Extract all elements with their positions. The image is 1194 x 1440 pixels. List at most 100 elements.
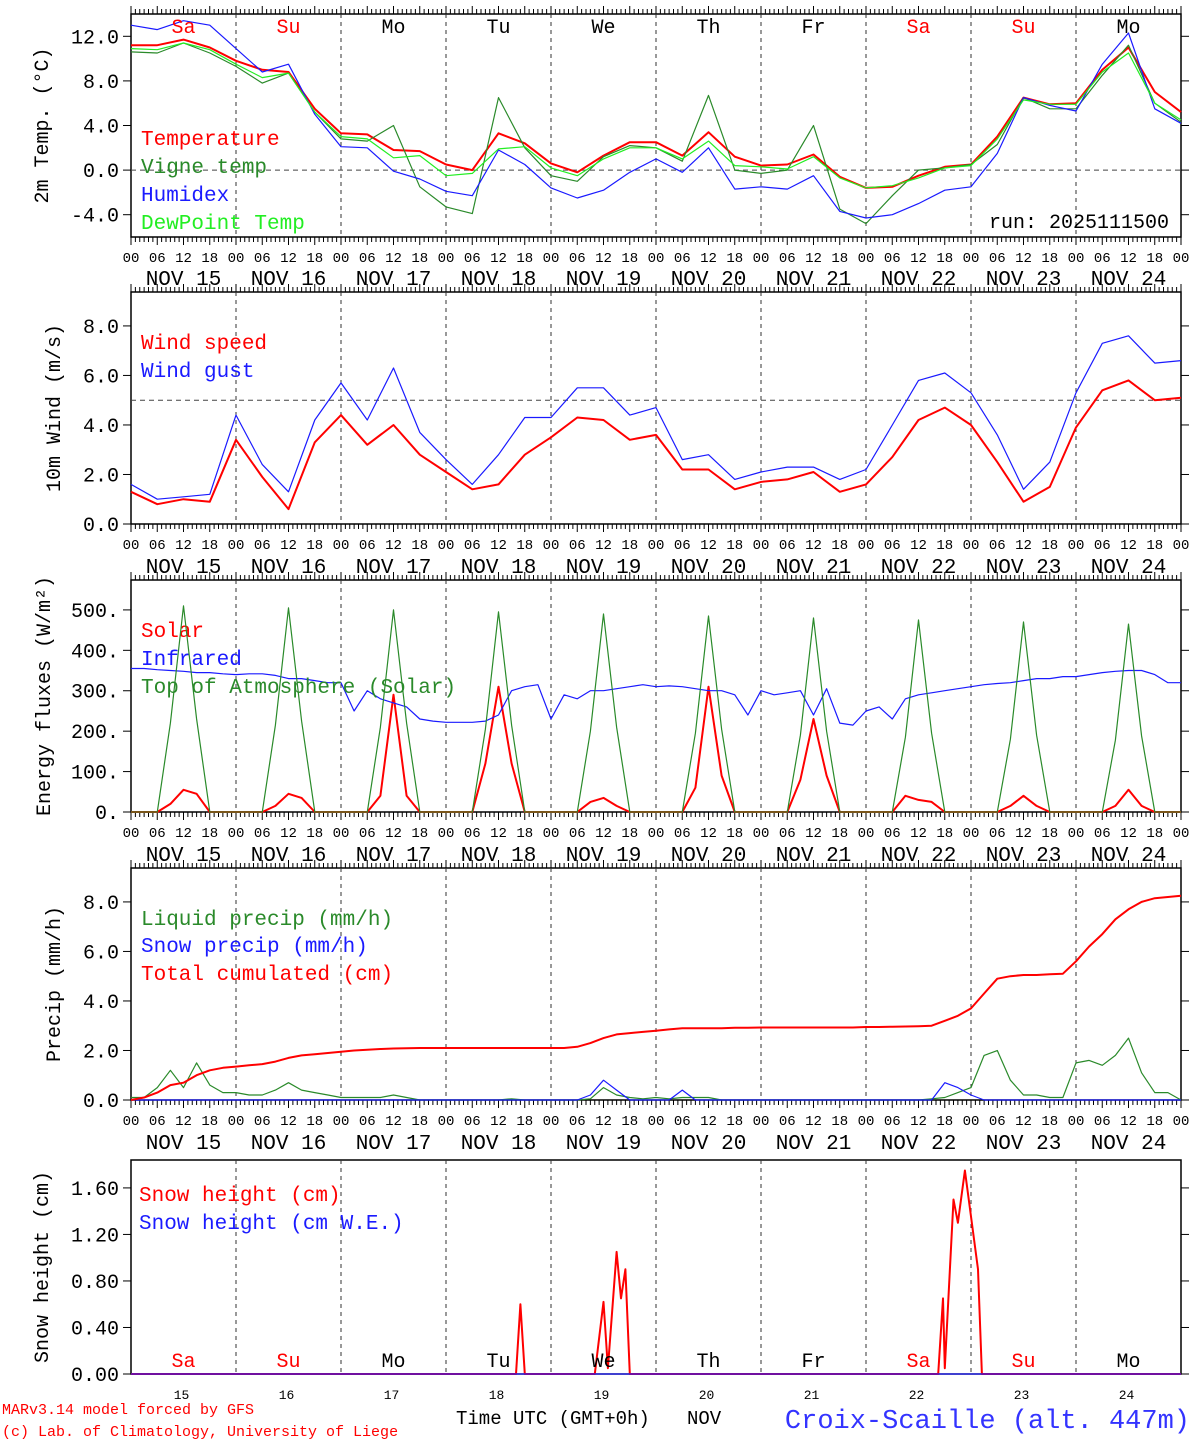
x-hour-label: 18 (621, 1114, 638, 1130)
x-date-label: NOV 17 (356, 557, 432, 580)
x-hour-label: 00 (858, 251, 875, 267)
x-hour-label: 06 (464, 1114, 481, 1130)
x-hour-label: 12 (1015, 251, 1032, 267)
x-hour-label: 12 (595, 1114, 612, 1130)
x-date-label: NOV 15 (146, 269, 222, 292)
x-hour-label: 00 (333, 538, 350, 554)
x-date-label: NOV 21 (776, 845, 852, 868)
x-hour-label: 12 (910, 1114, 927, 1130)
y-tick-label: 0.40 (71, 1318, 119, 1341)
x-hour-label: 12 (385, 826, 402, 842)
x-hour-label: 18 (201, 538, 218, 554)
x-hour-label: 12 (1120, 538, 1137, 554)
x-hour-label: 06 (254, 1114, 271, 1130)
x-date-label: NOV 23 (986, 1133, 1062, 1156)
x-hour-label: 00 (123, 251, 140, 267)
x-hour-label: 12 (805, 826, 822, 842)
x-hour-label: 12 (1015, 538, 1032, 554)
x-hour-label: 00 (858, 538, 875, 554)
x-hour-label: 00 (648, 251, 665, 267)
legend-entry: Temperature (141, 129, 280, 152)
y-tick-label: 0.00 (71, 1365, 119, 1388)
x-date-label: NOV 20 (671, 557, 747, 580)
weekday-label: We (591, 17, 615, 40)
y-tick-label: 2.0 (83, 465, 119, 488)
x-hour-label: 12 (700, 538, 717, 554)
y-tick-label: 12.0 (71, 27, 119, 50)
x-hour-label: 06 (884, 251, 901, 267)
x-hour-label: 06 (359, 538, 376, 554)
weekday-label: Mo (381, 17, 405, 40)
x-day-number: 16 (279, 1388, 295, 1403)
x-hour-label: 12 (280, 1114, 297, 1130)
x-date-label: NOV 18 (461, 557, 537, 580)
x-hour-label: 00 (543, 1114, 560, 1130)
legend-entry: Total cumulated (cm) (141, 964, 393, 987)
y-tick-label: 200. (71, 722, 119, 745)
x-hour-label: 18 (621, 538, 638, 554)
model-credit: MARv3.14 model forced by GFS (2, 1402, 254, 1419)
x-day-number: 19 (594, 1388, 610, 1403)
x-day-number: 24 (1119, 1388, 1135, 1403)
x-day-number: 21 (804, 1388, 820, 1403)
x-date-label: NOV 17 (356, 845, 432, 868)
series-line-total-cumulated-cm (130, 894, 1182, 1101)
x-hour-label: 12 (910, 251, 927, 267)
x-date-label: NOV 24 (1091, 269, 1167, 292)
x-hour-label: 18 (936, 1114, 953, 1130)
y-tick-label: 6.0 (83, 366, 119, 389)
legend-entry: Wind gust (141, 361, 254, 384)
x-date-label: NOV 16 (251, 269, 327, 292)
x-hour-label: 06 (359, 1114, 376, 1130)
x-hour-label: 00 (228, 826, 245, 842)
y-axis-title: 10m Wind (m/s) (44, 324, 67, 492)
x-hour-label: 12 (490, 826, 507, 842)
x-hour-label: 12 (1120, 1114, 1137, 1130)
x-hour-label: 18 (411, 538, 428, 554)
x-hour-label: 06 (674, 538, 691, 554)
y-tick-label: 4.0 (83, 992, 119, 1015)
x-hour-label: 12 (910, 826, 927, 842)
x-hour-label: 00 (648, 826, 665, 842)
y-tick-label: 500. (71, 601, 119, 624)
x-hour-label: 18 (936, 826, 953, 842)
x-date-label: NOV 16 (251, 1133, 327, 1156)
legend-entry: Humidex (141, 185, 229, 208)
x-hour-label: 06 (779, 251, 796, 267)
x-hour-label: 06 (149, 1114, 166, 1130)
x-day-number: 22 (909, 1388, 925, 1403)
legend-entry: Infrared (141, 649, 242, 672)
weekday-label: Su (276, 17, 300, 40)
x-hour-label: 18 (516, 1114, 533, 1130)
x-hour-label: 06 (884, 826, 901, 842)
x-hour-label: 06 (779, 826, 796, 842)
weekday-label: Sa (171, 1351, 195, 1374)
x-hour-label: 00 (438, 826, 455, 842)
x-hour-label: 06 (569, 251, 586, 267)
x-hour-label: 06 (149, 826, 166, 842)
x-hour-label: 12 (175, 1114, 192, 1130)
y-axis-title: 2m Temp. (°C) (32, 47, 55, 203)
x-date-label: NOV 15 (146, 845, 222, 868)
weekday-label: Sa (171, 17, 195, 40)
x-hour-label: 12 (385, 1114, 402, 1130)
x-hour-label: 00 (753, 1114, 770, 1130)
x-hour-label: 12 (280, 251, 297, 267)
x-date-label: NOV 18 (461, 269, 537, 292)
x-hour-label: 00 (333, 1114, 350, 1130)
x-date-label: NOV 16 (251, 845, 327, 868)
y-tick-label: 400. (71, 641, 119, 664)
x-hour-label: 06 (779, 538, 796, 554)
x-hour-label: 12 (910, 538, 927, 554)
x-date-label: NOV 24 (1091, 557, 1167, 580)
weekday-label: We (591, 1351, 615, 1374)
y-tick-label: 0.0 (83, 161, 119, 184)
x-hour-label: 06 (359, 251, 376, 267)
series-line-wind-gust (130, 335, 1182, 500)
series-line-humidex (130, 20, 1182, 219)
x-hour-label: 18 (1041, 538, 1058, 554)
series-line-wind-speed (130, 379, 1182, 511)
x-hour-label: 12 (805, 1114, 822, 1130)
y-tick-label: 6.0 (83, 942, 119, 965)
x-hour-label: 18 (726, 538, 743, 554)
